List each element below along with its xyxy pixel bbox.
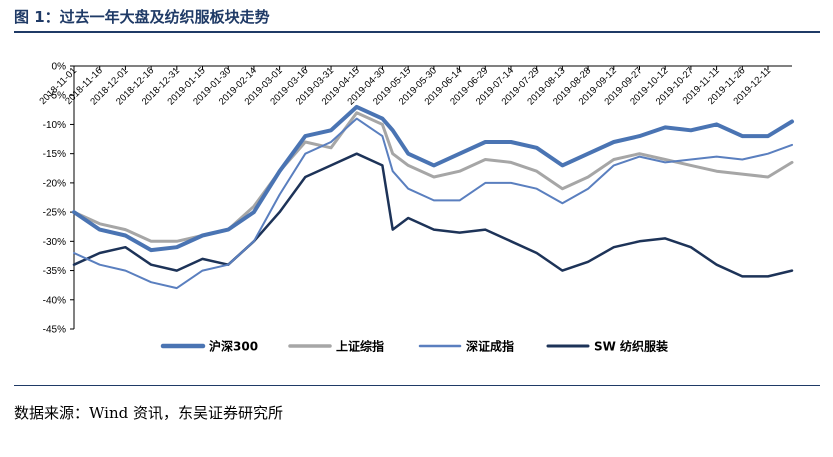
chart-series-group <box>72 104 794 290</box>
line-chart: 0%-5%-10%-15%-20%-25%-30%-35%-40%-45%201… <box>37 62 794 354</box>
title-rule <box>14 31 820 33</box>
y-tick-label: 0% <box>52 62 67 73</box>
y-tick-label: -20% <box>43 178 66 189</box>
source-rule <box>14 385 820 386</box>
y-tick-label: -40% <box>43 295 66 306</box>
series-line <box>72 111 794 243</box>
y-tick-label: -15% <box>43 149 66 160</box>
series-line <box>72 152 794 278</box>
y-tick-label: -30% <box>43 237 66 248</box>
y-tick-label: -35% <box>43 266 66 277</box>
legend-label: 上证综指 <box>336 339 384 354</box>
source-note: 数据来源：Wind 资讯，东吴证券研究所 <box>14 404 283 422</box>
legend-label: SW 纺织服装 <box>594 339 668 354</box>
y-tick-label: -45% <box>43 325 66 336</box>
figure-title: 图 1：过去一年大盘及纺织服板块走势 <box>14 8 270 26</box>
series-line <box>72 104 794 253</box>
legend-label: 沪深300 <box>209 339 258 354</box>
y-tick-label: -10% <box>43 120 66 131</box>
chart-legend: 沪深300 上证综指 深证成指 SW 纺织服装 <box>160 339 668 354</box>
chart-axes: 0%-5%-10%-15%-20%-25%-30%-35%-40%-45%201… <box>37 62 792 336</box>
y-tick-label: -25% <box>43 208 66 219</box>
legend-label: 深证成指 <box>466 339 514 354</box>
y-tick-label: -5% <box>48 91 66 102</box>
series-line <box>73 117 793 290</box>
